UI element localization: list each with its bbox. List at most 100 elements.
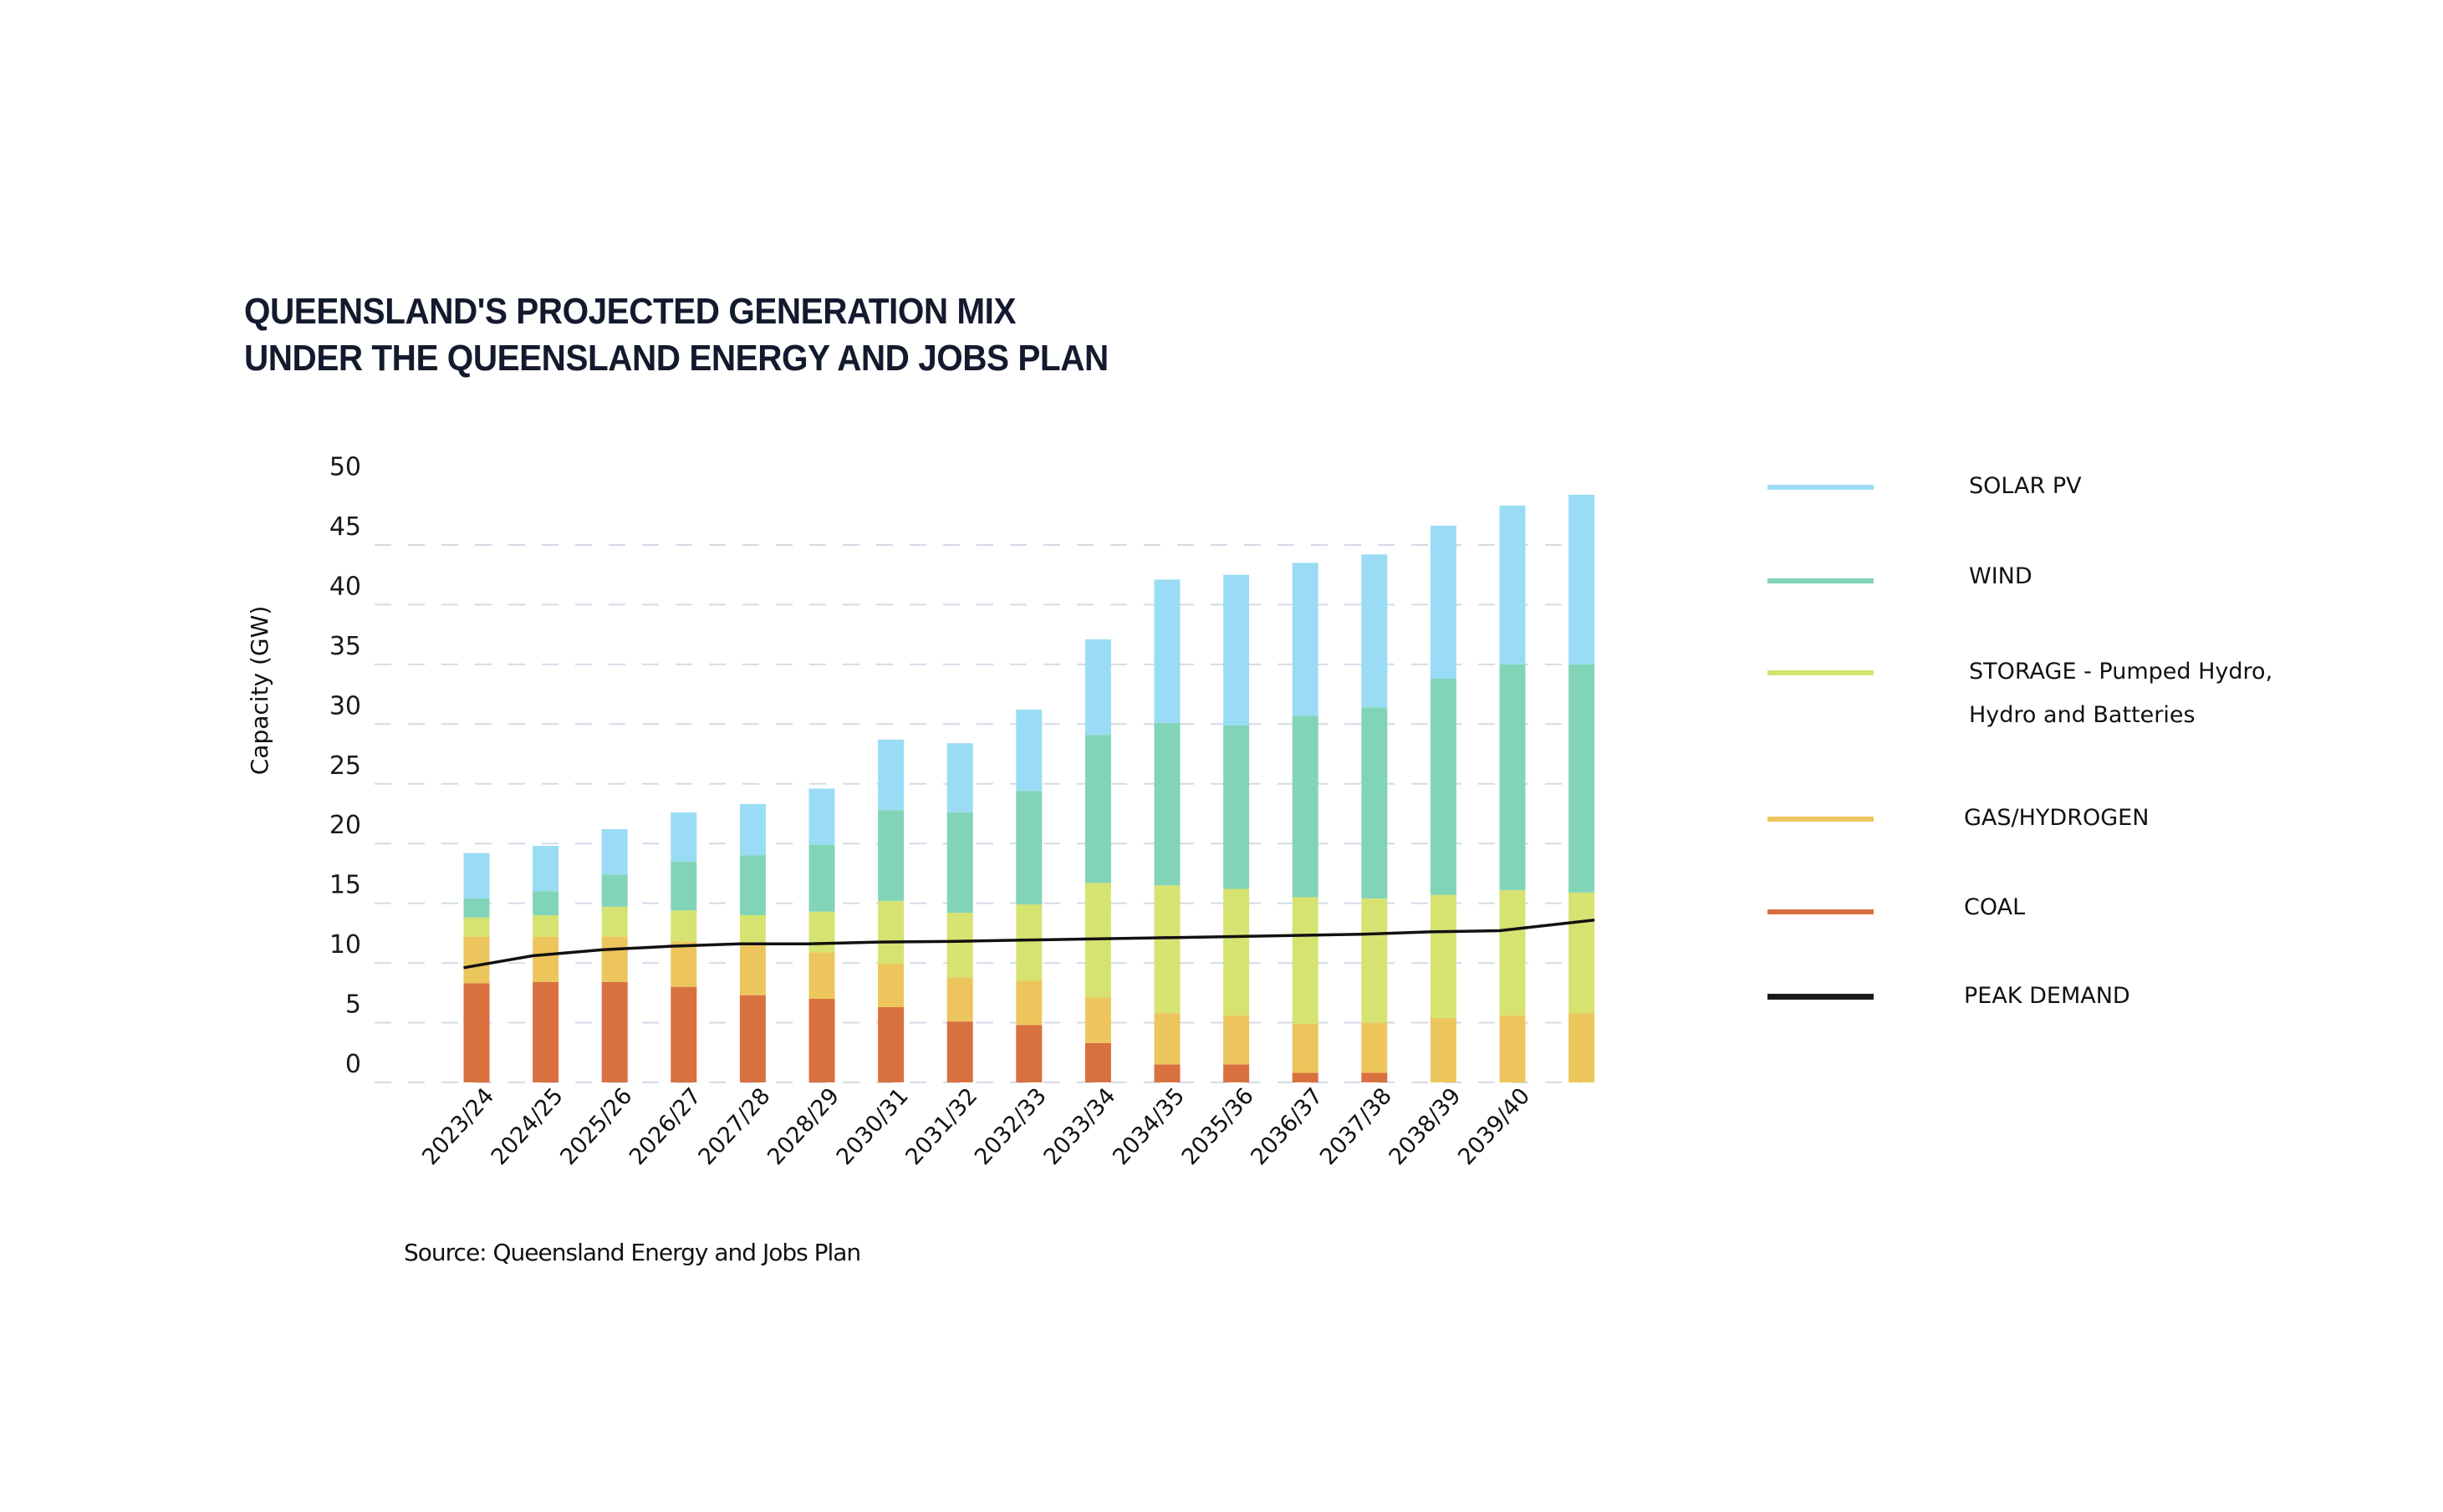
bar-segment-storage <box>1361 898 1388 1023</box>
bar-segment-solar <box>946 743 973 813</box>
bar-segment-coal <box>808 998 835 1082</box>
bar-segment-coal <box>946 1021 973 1082</box>
y-tick-label: 50 <box>329 453 361 482</box>
bar-segment-gas <box>1084 997 1111 1043</box>
y-tick-label: 35 <box>329 632 361 661</box>
legend-label-wind: WIND <box>1969 563 2032 589</box>
y-tick-label: 5 <box>345 990 361 1020</box>
bar-segment-wind <box>533 891 559 915</box>
bar-segment-wind <box>1292 715 1318 898</box>
y-tick-label: 25 <box>329 751 361 781</box>
bar-segment-gas <box>671 941 697 987</box>
bar-segment-coal <box>463 983 490 1082</box>
bar-segment-solar <box>1361 554 1388 708</box>
legend-label-storage-line-2: Hydro and Batteries <box>1969 702 2196 728</box>
x-tick-label: 2026/27 <box>625 1083 706 1170</box>
x-tick-label: 2036/37 <box>1246 1083 1328 1170</box>
bar-segment-coal <box>1223 1064 1250 1082</box>
legend-swatch-gas <box>1767 817 1874 822</box>
x-tick-label: 2025/26 <box>555 1083 637 1170</box>
bar-segment-gas <box>739 944 766 995</box>
bar-segment-solar <box>1430 526 1456 679</box>
y-tick-label: 0 <box>345 1050 361 1079</box>
bar-segment-storage <box>1154 885 1181 1014</box>
bar-segment-solar <box>1499 505 1526 664</box>
legend-swatch-coal <box>1767 909 1874 914</box>
bar-segment-wind <box>671 861 697 911</box>
bar-segment-coal <box>533 981 559 1082</box>
bar-segment-solar <box>533 846 559 892</box>
bar-segment-wind <box>739 855 766 915</box>
bar-segment-gas <box>878 964 905 1007</box>
bar-segment-gas <box>463 936 490 984</box>
bar-segment-solar <box>1154 579 1181 723</box>
bar-segment-solar <box>1223 574 1250 725</box>
bar-segment-solar <box>1084 639 1111 736</box>
bar-segment-storage <box>808 911 835 953</box>
bar-segment-wind <box>1361 707 1388 899</box>
bar-segment-gas <box>1292 1023 1318 1073</box>
bar-segment-coal <box>1292 1072 1318 1082</box>
bar-segment-wind <box>878 810 905 901</box>
chart-title-line-1: QUEENSLAND'S PROJECTED GENERATION MIX <box>244 291 1017 332</box>
bar-segment-wind <box>1084 735 1111 883</box>
bar-segment-gas <box>1568 1013 1595 1082</box>
bar-segment-wind <box>1499 664 1526 890</box>
x-tick-label: 2037/38 <box>1315 1083 1397 1170</box>
bar-segment-storage <box>671 910 697 942</box>
bar-segment-solar <box>878 739 905 811</box>
bar-segment-storage <box>601 906 628 937</box>
bar-segment-coal <box>739 995 766 1082</box>
bar-segment-solar <box>671 812 697 862</box>
x-tick-label: 2032/33 <box>970 1083 1052 1170</box>
x-tick-label: 2035/36 <box>1177 1083 1259 1170</box>
bar-segment-solar <box>739 804 766 856</box>
y-tick-label: 40 <box>329 572 361 601</box>
legend-swatch-solar <box>1767 485 1874 490</box>
x-tick-label: 2023/24 <box>417 1083 499 1170</box>
x-tick-label: 2024/25 <box>487 1083 569 1170</box>
bar-segment-storage <box>463 917 490 937</box>
bar-segment-wind <box>1223 725 1250 889</box>
y-tick-label: 30 <box>329 691 361 720</box>
bar-segment-storage <box>1568 892 1595 1014</box>
peak-demand-line <box>463 918 1595 970</box>
y-tick-label: 15 <box>329 871 361 900</box>
bar-segment-gas <box>808 952 835 999</box>
bar-segment-storage <box>533 914 559 937</box>
bar-segment-gas <box>1154 1013 1181 1065</box>
bar-segment-coal <box>878 1006 905 1082</box>
bar-segment-storage <box>1016 904 1043 981</box>
bar-segment-solar <box>601 829 628 875</box>
bar-segment-storage <box>878 900 905 965</box>
bar-segment-gas <box>601 936 628 982</box>
bar-segment-storage <box>1430 894 1456 1018</box>
x-tick-label: 2031/32 <box>900 1083 982 1170</box>
bar-segment-coal <box>671 986 697 1082</box>
y-tick-label: 20 <box>329 811 361 840</box>
bar-segment-wind <box>1016 791 1043 905</box>
bar-segment-coal <box>1084 1042 1111 1082</box>
bar-segment-gas <box>946 977 973 1022</box>
bar-segment-gas <box>1223 1015 1250 1065</box>
bar-segment-coal <box>1016 1025 1043 1082</box>
legend-label-storage: STORAGE - Pumped Hydro, <box>1969 659 2273 685</box>
x-tick-label: 2027/28 <box>694 1083 776 1170</box>
bar-segment-wind <box>463 898 490 918</box>
bar-segment-wind <box>946 812 973 914</box>
bar-segment-solar <box>1568 494 1595 664</box>
chart-title: QUEENSLAND'S PROJECTED GENERATION MIX UN… <box>244 288 1109 382</box>
y-tick-label: 45 <box>329 512 361 542</box>
bar-segment-gas <box>1016 980 1043 1026</box>
bar-segment-solar <box>808 788 835 845</box>
bar-segment-wind <box>601 874 628 907</box>
legend-label-coal: COAL <box>1964 894 2026 920</box>
bar-segment-solar <box>1016 710 1043 792</box>
y-tick-label: 10 <box>329 930 361 960</box>
bar-segment-gas <box>1499 1015 1526 1082</box>
bar-segment-gas <box>1430 1017 1456 1082</box>
legend-label-solar: SOLAR PV <box>1969 473 2082 499</box>
x-tick-label: 2028/29 <box>762 1083 844 1170</box>
x-tick-label: 2038/39 <box>1385 1083 1466 1170</box>
bar-segment-storage <box>946 913 973 978</box>
